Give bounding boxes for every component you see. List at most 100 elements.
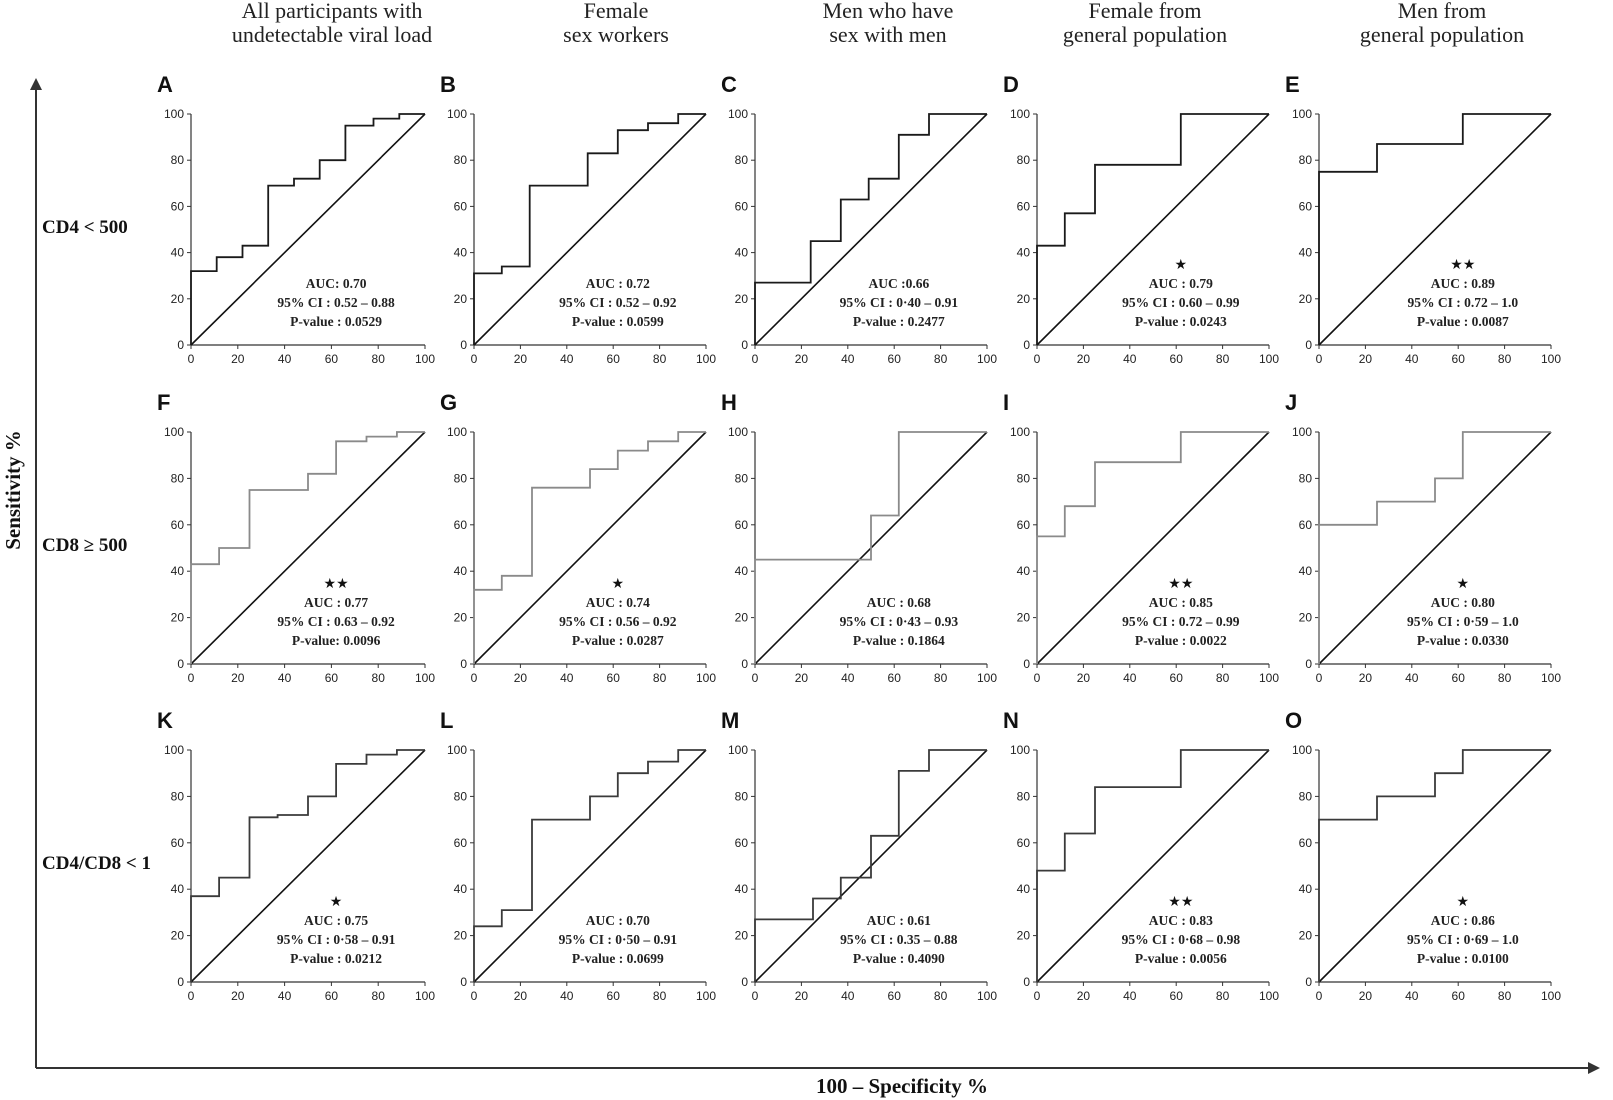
x-tick-label: 20: [1077, 989, 1091, 1003]
y-tick-label: 80: [1017, 153, 1031, 167]
y-tick-label: 100: [728, 743, 748, 757]
panel-letter: L: [440, 708, 453, 733]
x-tick-label: 80: [1498, 352, 1512, 366]
ci-label: 95% CI : 0·59 – 1.0: [1407, 614, 1519, 629]
panel-letter: J: [1285, 390, 1297, 415]
y-tick-label: 100: [728, 425, 748, 439]
p-value-label: P-value: 0.0096: [292, 633, 381, 648]
y-tick-label: 60: [1299, 836, 1313, 850]
y-tick-label: 100: [164, 425, 184, 439]
ci-label: 95% CI : 0.52 – 0.88: [277, 295, 395, 310]
roc-curve: [754, 431, 987, 664]
roc-curve: [473, 113, 706, 345]
y-tick-label: 100: [1010, 425, 1030, 439]
roc-curve: [1318, 431, 1551, 664]
significance-stars: ★★: [1168, 894, 1193, 910]
panel-D: D 00 20 20 40 40 60 60 80 80 100 100 ★ AUC : 0.79 95% …: [1003, 72, 1279, 366]
y-tick-label: 40: [735, 246, 749, 260]
y-tick-label: 40: [735, 564, 749, 578]
y-tick-label: 40: [1017, 246, 1031, 260]
y-tick-label: 20: [735, 292, 749, 306]
column-header-2-line-2: sex workers: [563, 22, 669, 47]
x-tick-label: 100: [415, 989, 435, 1003]
reference-diagonal: [190, 113, 426, 346]
auc-label: AUC : 0.77: [304, 595, 368, 610]
p-value-label: P-value : 0.0022: [1135, 633, 1227, 648]
panel-N: N 00 20 20 40 40 60 60 80 80 100 100 ★★ AUC : 0.83 95%…: [1003, 708, 1279, 1003]
x-tick-label: 60: [888, 352, 902, 366]
column-header-5-line-2: general population: [1360, 22, 1524, 47]
y-tick-label: 100: [164, 743, 184, 757]
significance-stars: ★: [1457, 576, 1470, 592]
y-tick-label: 40: [454, 246, 468, 260]
p-value-label: P-value : 0.4090: [853, 951, 945, 966]
x-tick-label: 80: [1216, 671, 1230, 685]
ci-label: 95% CI : 0.63 – 0.92: [277, 614, 395, 629]
x-tick-label: 40: [278, 352, 292, 366]
significance-stars: ★★: [1168, 576, 1193, 592]
panel-C: C 00 20 20 40 40 60 60 80 80 100 100 AUC :0.66 95% CI…: [721, 72, 997, 366]
x-tick-label: 100: [977, 352, 997, 366]
x-tick-label: 80: [934, 352, 948, 366]
x-tick-label: 0: [471, 989, 478, 1003]
roc-curve: [473, 431, 706, 664]
x-tick-label: 100: [1541, 671, 1561, 685]
x-tick-label: 20: [1077, 352, 1091, 366]
significance-stars: ★: [1457, 894, 1470, 910]
x-tick-label: 20: [514, 671, 528, 685]
p-value-label: P-value : 0.0330: [1417, 633, 1509, 648]
x-tick-label: 40: [841, 671, 855, 685]
y-tick-label: 40: [171, 246, 185, 260]
column-header-1-line-1: All participants with: [242, 0, 423, 23]
y-tick-label: 20: [171, 929, 185, 943]
x-tick-label: 0: [752, 989, 759, 1003]
y-tick-label: 40: [1299, 246, 1313, 260]
x-tick-label: 100: [1259, 671, 1279, 685]
x-tick-label: 80: [653, 352, 667, 366]
y-tick-label: 80: [171, 153, 185, 167]
outer-x-axis-title: 100 – Specificity %: [816, 1074, 988, 1098]
roc-curve: [1036, 749, 1269, 982]
y-tick-label: 40: [171, 564, 185, 578]
roc-curve: [1036, 431, 1269, 664]
x-tick-label: 0: [188, 352, 195, 366]
panel-F: F 00 20 20 40 40 60 60 80 80 100 100 ★★ AUC : 0.77 95%…: [157, 390, 435, 685]
x-tick-label: 80: [1216, 989, 1230, 1003]
p-value-label: P-value : 0.0287: [572, 633, 664, 648]
roc-curve: [473, 749, 706, 982]
roc-curve: [1318, 749, 1551, 982]
x-tick-label: 40: [560, 352, 574, 366]
x-tick-label: 100: [1259, 989, 1279, 1003]
y-tick-label: 60: [171, 199, 185, 213]
x-tick-label: 80: [934, 671, 948, 685]
panel-M: M 00 20 20 40 40 60 60 80 80 100 100 AUC : 0.61 95% C…: [721, 708, 997, 1003]
y-tick-label: 100: [1292, 743, 1312, 757]
y-tick-label: 80: [735, 471, 749, 485]
panel-letter: N: [1003, 708, 1019, 733]
panel-O: O 00 20 20 40 40 60 60 80 80 100 100 ★ AUC : 0.86 95% …: [1285, 708, 1561, 1003]
y-tick-label: 100: [447, 107, 467, 121]
x-tick-label: 20: [514, 989, 528, 1003]
panel-letter: C: [721, 72, 737, 97]
x-tick-label: 80: [653, 989, 667, 1003]
x-tick-label: 40: [278, 989, 292, 1003]
panel-letter: A: [157, 72, 173, 97]
y-tick-label: 60: [1017, 836, 1031, 850]
panel-H: H 00 20 20 40 40 60 60 80 80 100 100 AUC : 0.68 95% C…: [721, 390, 997, 685]
roc-curve: [754, 113, 987, 345]
x-tick-label: 0: [1034, 989, 1041, 1003]
column-header-2-line-1: Female: [584, 0, 649, 23]
auc-label: AUC : 0.80: [1431, 595, 1495, 610]
x-tick-label: 20: [1359, 989, 1373, 1003]
p-value-label: P-value : 0.0100: [1417, 951, 1509, 966]
x-tick-label: 0: [188, 989, 195, 1003]
panel-I: I 00 20 20 40 40 60 60 80 80 100 100 ★★ AUC : 0.85 95%…: [1003, 390, 1279, 685]
auc-label: AUC: 0.70: [306, 276, 367, 291]
x-tick-label: 100: [415, 671, 435, 685]
x-tick-label: 20: [1077, 671, 1091, 685]
ci-label: 95% CI : 0.60 – 0.99: [1122, 295, 1240, 310]
auc-label: AUC : 0.74: [586, 595, 650, 610]
auc-label: AUC :0.66: [868, 276, 929, 291]
x-tick-label: 60: [325, 671, 339, 685]
x-tick-label: 100: [977, 671, 997, 685]
